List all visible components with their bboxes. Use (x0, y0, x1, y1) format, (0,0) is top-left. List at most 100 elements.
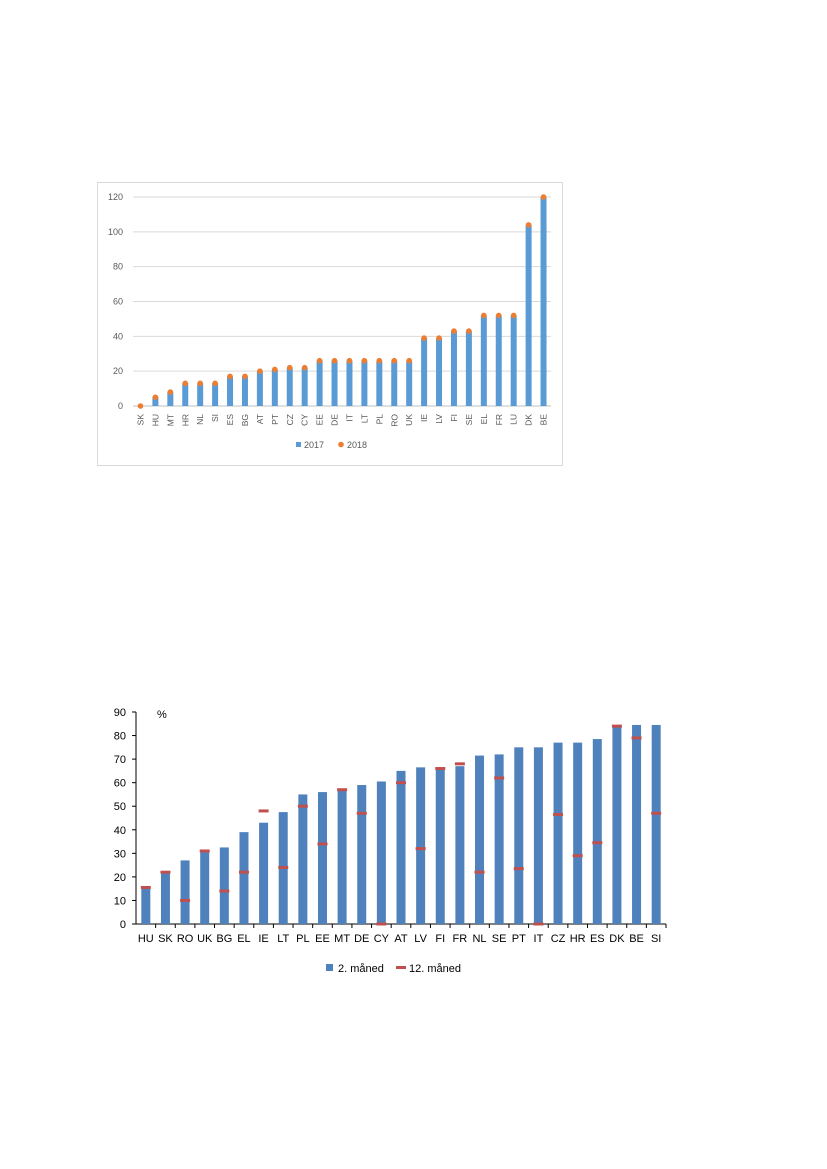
c2-bar-2-maned (455, 766, 465, 924)
c2-ytick-label: 40 (114, 825, 126, 837)
c2-category-label: BE (629, 933, 644, 945)
c2-category-label: NL (472, 933, 486, 945)
c1-bar-2017 (495, 315, 502, 406)
c2-bar-2-maned (416, 767, 426, 924)
c2-category-label: FR (453, 933, 468, 945)
c1-category-label: ES (225, 414, 235, 426)
c1-marker-2018 (227, 373, 233, 380)
c2-marker-12-maned (435, 767, 446, 771)
c2-bar-2-maned (180, 860, 190, 924)
c1-marker-2018 (286, 364, 293, 371)
c1-category-label: EE (315, 414, 325, 426)
c2-category-label: SK (158, 933, 173, 945)
c1-marker-2018 (152, 394, 159, 401)
c2-legend-swatch-12-maned (396, 966, 406, 969)
c2-marker-12-maned (553, 812, 564, 816)
c2-legend-label-12-maned: 12. måned (409, 963, 461, 975)
c1-bar-2017 (540, 197, 547, 406)
c2-bar-2-maned (514, 747, 524, 924)
c1-ytick-label: 40 (113, 331, 123, 341)
c2-bar-2-maned (160, 872, 170, 924)
chart2: 0 10 20 30 40 50 60 70 80 90 % HU SK RO UK BG EL IE LT PL EE… (114, 707, 667, 975)
c2-legend-label-2-maned: 2. måned (338, 963, 384, 975)
c1-bar-2017 (241, 376, 248, 406)
c2-bar-2-maned (200, 850, 210, 924)
c1-bar-2017 (346, 360, 353, 406)
c2-bar-2-maned (475, 755, 485, 924)
c2-ytick-label: 80 (114, 731, 126, 743)
c1-category-label: EL (479, 414, 489, 425)
c2-marker-12-maned (219, 889, 230, 893)
c1-bar-2017 (167, 392, 174, 406)
c2-bar-2-maned (298, 794, 308, 924)
c2-marker-12-maned (415, 847, 426, 851)
c2-marker-12-maned (376, 922, 387, 926)
c1-marker-2018 (182, 380, 189, 387)
c1-category-label: FR (494, 414, 504, 425)
c2-category-label: EE (315, 933, 330, 945)
c2-marker-12-maned (180, 898, 191, 902)
c1-marker-2018 (331, 357, 338, 364)
chart1-frame (97, 182, 563, 466)
c2-ytick-label: 90 (114, 707, 126, 719)
c2-category-label: HU (138, 933, 154, 945)
c1-marker-2018 (421, 335, 427, 341)
c2-marker-12-maned (396, 781, 406, 785)
c1-bar-2017 (525, 224, 532, 406)
c2-marker-12-maned (474, 870, 485, 874)
c2-marker-12-maned (592, 841, 603, 845)
c2-category-label: AT (394, 933, 408, 945)
c1-bar-2017 (152, 397, 159, 406)
c2-category-label: PT (512, 933, 526, 945)
c1-bar-2017 (450, 331, 457, 406)
c1-bar-2017 (286, 367, 293, 406)
c2-marker-12-maned (631, 736, 642, 740)
c2-marker-12-maned (199, 849, 210, 853)
c2-category-label: IT (534, 933, 544, 945)
c1-marker-2018 (137, 403, 144, 409)
c1-legend-swatch-2017 (296, 442, 301, 447)
c2-marker-12-maned (454, 762, 465, 766)
c2-bar-2-maned (357, 785, 367, 924)
c2-category-label: IE (258, 933, 268, 945)
c2-bar-2-maned (219, 847, 229, 924)
c1-category-label: SI (210, 414, 220, 422)
c2-bar-2-maned (612, 726, 622, 924)
c2-category-label: PL (296, 933, 309, 945)
c2-marker-12-maned (494, 776, 505, 780)
c1-category-label: CZ (285, 414, 295, 425)
c2-marker-12-maned (160, 870, 171, 874)
c2-bar-2-maned (651, 724, 661, 924)
c1-bar-2017 (465, 331, 472, 406)
c1-bar-2017 (271, 369, 278, 406)
c1-category-label: CY (300, 414, 310, 426)
c1-bar-2017 (197, 383, 204, 406)
c2-bar-2-maned (396, 770, 406, 924)
c1-category-label: LU (509, 414, 519, 425)
c2-category-label: ES (590, 933, 605, 945)
c1-category-label: DE (330, 414, 340, 426)
c1-marker-2018 (167, 389, 174, 395)
c2-bar-2-maned (632, 724, 642, 924)
c1-bar-2017 (376, 360, 383, 406)
c2-bar-2-maned (337, 789, 347, 924)
c2-ytick-label: 20 (114, 872, 126, 884)
c1-bar-2017 (361, 360, 368, 406)
c1-marker-2018 (406, 357, 412, 364)
c2-ytick-label: 60 (114, 778, 126, 790)
c1-ytick-label: 60 (113, 297, 123, 307)
c1-marker-2018 (510, 312, 517, 319)
c1-marker-2018 (361, 357, 368, 364)
c1-bar-2017 (182, 383, 189, 406)
c2-bar-2-maned (592, 739, 602, 924)
c2-bar-2-maned (259, 822, 269, 924)
c2-category-label: UK (197, 933, 213, 945)
c2-category-label: CY (374, 933, 390, 945)
c1-category-label: BG (240, 414, 250, 426)
c2-marker-12-maned (533, 922, 544, 926)
c2-bar-2-maned (494, 754, 504, 924)
c1-bar-2017 (331, 360, 338, 406)
c2-category-label: MT (334, 933, 350, 945)
c2-marker-12-maned (513, 867, 524, 871)
c1-category-label: BE (539, 414, 549, 426)
